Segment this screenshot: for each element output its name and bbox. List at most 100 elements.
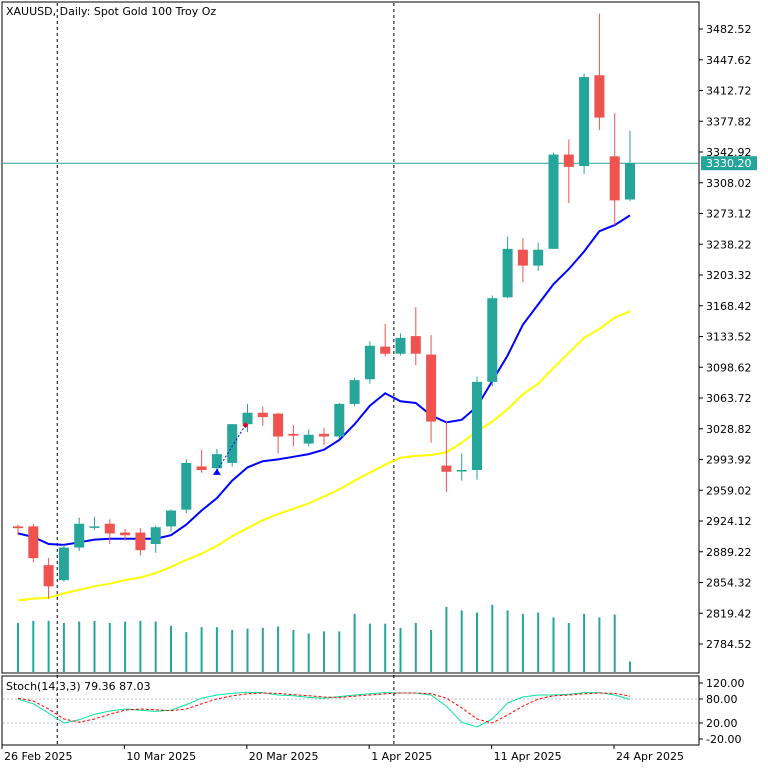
candle <box>609 113 620 226</box>
candle-body <box>242 412 253 425</box>
candle-body <box>380 346 391 354</box>
x-tick-label: 20 Mar 2025 <box>249 750 319 763</box>
x-tick-label: 26 Feb 2025 <box>4 750 72 763</box>
candle-body <box>548 154 559 249</box>
ma-slow-line <box>17 310 631 602</box>
candle-body <box>563 154 574 167</box>
candle-body <box>594 75 605 118</box>
candle-body <box>196 466 207 471</box>
sell-arrow-icon <box>242 422 249 429</box>
y-tick-label: 2854.32 <box>706 577 752 590</box>
x-tick-label: 24 Apr 2025 <box>616 750 684 763</box>
candle-body <box>625 163 635 200</box>
x-axis: 26 Feb 2025 10 Mar 2025 20 Mar 2025 1 Apr 2… <box>1 745 684 763</box>
y-tick-label: 2993.92 <box>706 454 752 467</box>
candle-body <box>502 248 513 298</box>
y-tick-label: 3412.72 <box>706 85 752 98</box>
candle-body <box>579 77 590 167</box>
candle <box>410 307 421 366</box>
candle-body <box>410 336 421 354</box>
candle <box>487 295 498 387</box>
candle <box>74 517 85 552</box>
ma-fast-line <box>17 214 631 546</box>
y-tick-label: 2924.12 <box>706 515 752 528</box>
y-tick-label: 3063.72 <box>706 392 752 405</box>
candle-body <box>364 345 375 380</box>
y-tick-label: 2819.42 <box>706 607 752 620</box>
candle-body <box>517 249 528 266</box>
y-tick-label: 3133.52 <box>706 331 752 344</box>
candle <box>364 341 375 384</box>
candle <box>135 528 146 556</box>
y-tick-label: 2959.02 <box>706 484 752 497</box>
ma-slow-path <box>17 310 631 602</box>
candle <box>120 529 131 541</box>
candle <box>625 130 635 202</box>
candle-body <box>533 249 544 266</box>
x-tick-label: 11 Apr 2025 <box>494 750 562 763</box>
ma-fast-path <box>17 214 631 546</box>
x-tick-label: 10 Mar 2025 <box>126 750 196 763</box>
y-tick-label: 3203.32 <box>706 269 752 282</box>
candle-body <box>395 337 406 354</box>
candle <box>548 152 559 249</box>
candle-body <box>74 523 85 548</box>
candle <box>533 242 544 271</box>
candle <box>13 524 23 536</box>
candle-body <box>472 381 482 471</box>
stoch-panel <box>1 675 700 746</box>
candle <box>349 377 360 407</box>
candle <box>579 73 590 174</box>
candle <box>288 425 299 447</box>
candles <box>13 13 635 599</box>
candle-body <box>43 565 54 587</box>
stochastic-lines <box>3 691 699 728</box>
candle-body <box>166 510 176 527</box>
candle <box>563 139 574 204</box>
y-tick-label: 2889.22 <box>706 546 752 559</box>
y-tick-label: 3238.22 <box>706 238 752 251</box>
candle <box>181 459 192 514</box>
candle-body <box>303 434 314 444</box>
candle-body <box>334 403 345 437</box>
stoch-tick-label: 80.00 <box>706 693 738 706</box>
candle <box>334 403 345 439</box>
candle-body <box>441 465 452 472</box>
candle <box>89 516 100 530</box>
candle <box>395 333 406 356</box>
candle-body <box>181 462 192 510</box>
candle <box>242 403 253 433</box>
candle <box>303 429 314 447</box>
candle-body <box>609 156 620 201</box>
candle <box>273 412 284 454</box>
candle-body <box>89 526 100 528</box>
candle <box>319 427 329 446</box>
candle <box>257 406 268 426</box>
y-tick-label: 3377.82 <box>706 115 752 128</box>
y-tick-label: 3168.42 <box>706 300 752 313</box>
candle-body <box>257 412 268 418</box>
candle-body <box>58 547 69 581</box>
candle <box>43 558 54 599</box>
stoch-label: Stoch(14,3,3) 79.36 87.03 <box>6 680 151 693</box>
trade-markers <box>212 422 249 475</box>
candle <box>166 509 176 532</box>
candle-body <box>288 433 299 436</box>
y-tick-label: 3273.12 <box>706 208 752 221</box>
y-tick-label: 3482.52 <box>706 23 752 36</box>
y-tick-label: 3028.82 <box>706 423 752 436</box>
stoch-signal-path <box>17 692 631 724</box>
current-price-label-box <box>701 156 757 171</box>
candle-body <box>135 532 146 551</box>
candle <box>227 424 238 467</box>
candle-body <box>349 380 360 404</box>
y-tick-label: 3342.92 <box>706 146 752 159</box>
candle <box>472 376 482 480</box>
candle <box>104 519 115 545</box>
candle <box>502 236 513 299</box>
candle <box>28 523 39 563</box>
y-tick-label: 2784.52 <box>706 638 752 651</box>
stoch-main-path <box>17 691 631 728</box>
volume-bars <box>17 604 631 672</box>
